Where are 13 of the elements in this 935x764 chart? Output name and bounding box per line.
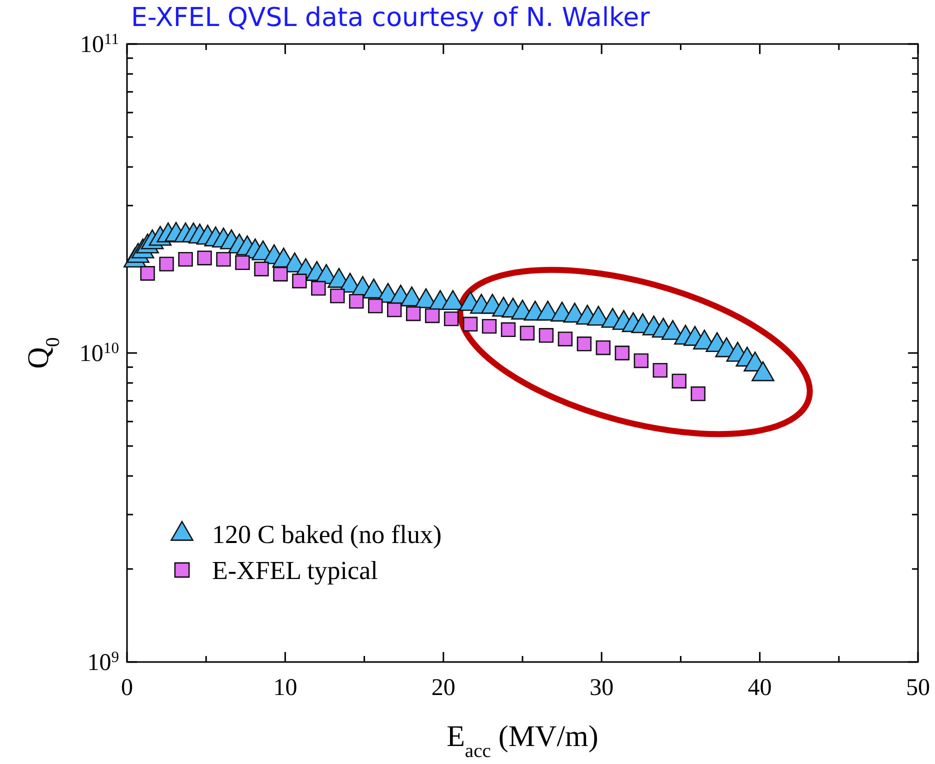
chart-title: E-XFEL QVSL data courtesy of N. Walker — [131, 3, 650, 33]
x-tick-label: 0 — [121, 675, 133, 701]
x-tick-label: 10 — [273, 675, 298, 701]
x-tick-label: 20 — [431, 675, 456, 701]
y-tick-label: 10$^{10}$ — [79, 340, 120, 367]
x-tick-label: 30 — [590, 675, 614, 701]
x-axis-title: E$_{acc}$ (MV/m) — [446, 720, 598, 762]
x-tick-label: 50 — [906, 675, 930, 701]
y-tick-label: 10$^{11}$ — [80, 30, 119, 58]
x-tick-label: 40 — [748, 675, 772, 701]
y-tick-label: 10$^{9}$ — [87, 648, 120, 676]
legend-label: 120 C baked (no flux) — [212, 520, 442, 549]
legend-label: E-XFEL typical — [212, 556, 378, 585]
